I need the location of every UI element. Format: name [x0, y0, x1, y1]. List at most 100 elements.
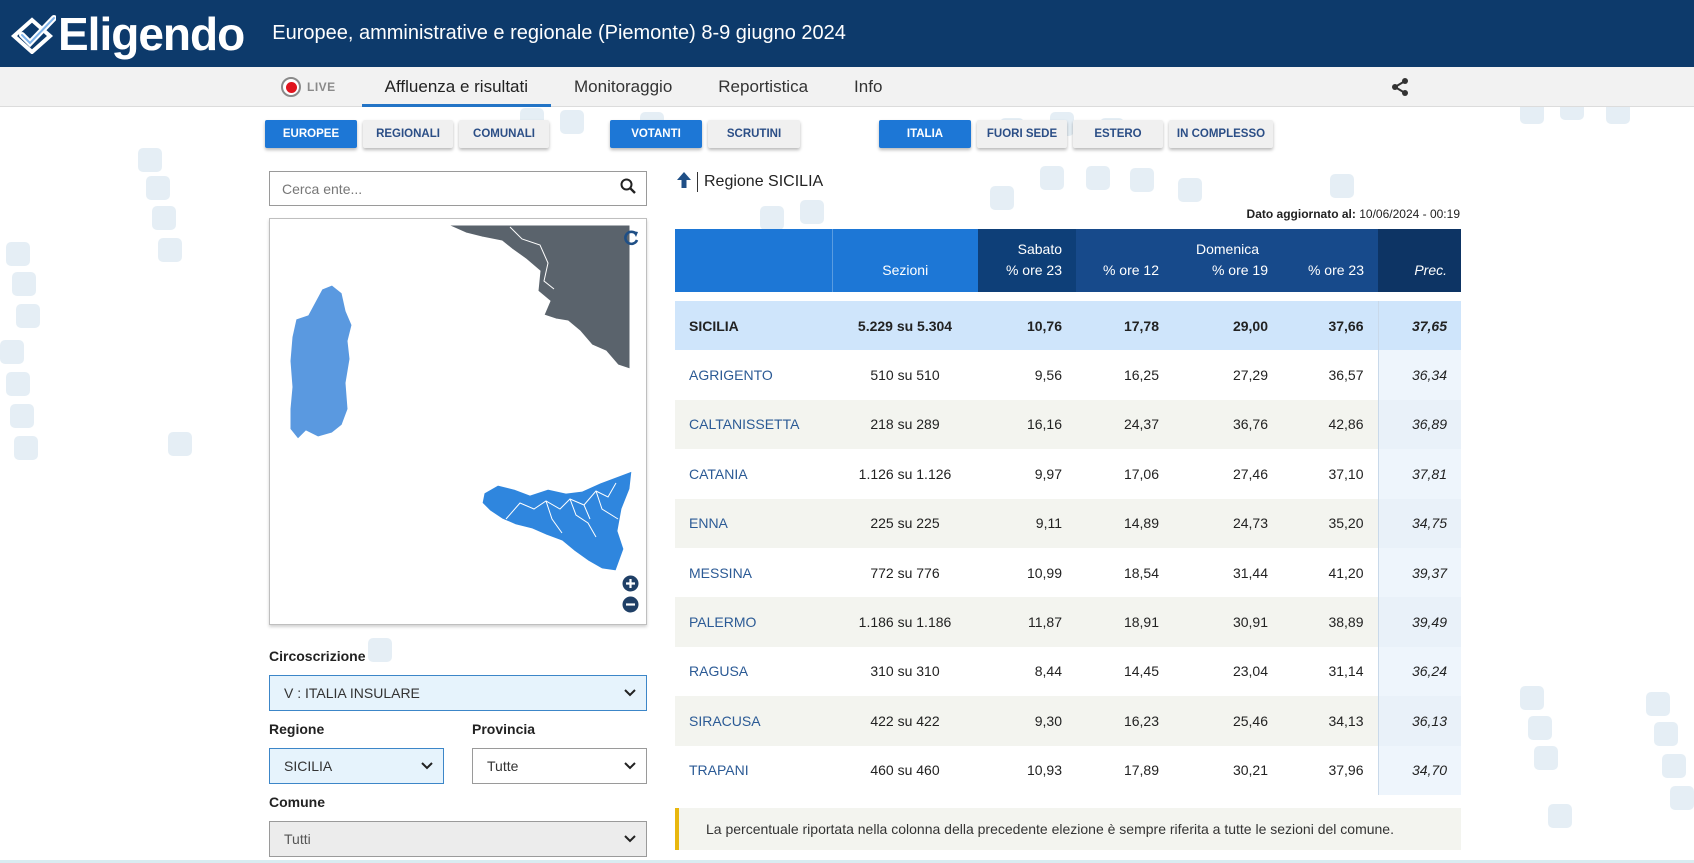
- btn-votanti[interactable]: VOTANTI: [610, 120, 702, 148]
- zoom-in-icon[interactable]: [622, 575, 639, 597]
- updated-value: 10/06/2024 - 00:19: [1359, 207, 1460, 221]
- btn-italia[interactable]: ITALIA: [879, 120, 971, 148]
- cell-ente[interactable]: PALERMO: [675, 597, 832, 647]
- cell-dom-ore19: 36,76: [1173, 399, 1282, 450]
- btn-regionali[interactable]: REGIONALI: [363, 120, 453, 148]
- table-row[interactable]: AGRIGENTO 510 su 510 9,56 16,25 27,29 36,57 36…: [675, 350, 1461, 400]
- cell-sabato-ore23: 10,93: [1026, 762, 1062, 779]
- cell-ente[interactable]: TRAPANI: [689, 762, 749, 779]
- header-sabato: Sabato: [1017, 241, 1062, 257]
- circoscrizione-select[interactable]: V : ITALIA INSULARE: [269, 675, 647, 711]
- cell-ente[interactable]: AGRIGENTO: [689, 367, 773, 384]
- table-row[interactable]: SIRACUSA 422 su 422 9,30 16,23 25,46 34,13 36,…: [675, 696, 1461, 746]
- btn-scrutini[interactable]: SCRUTINI: [708, 120, 800, 148]
- cell-prec: 39,49: [1377, 597, 1461, 647]
- search-input[interactable]: Cerca ente...: [269, 171, 647, 206]
- comune-select[interactable]: Tutti: [269, 821, 647, 857]
- header-ente: [675, 229, 832, 292]
- cell-ente[interactable]: CALTANISSETTA: [675, 399, 832, 450]
- arrow-up-icon[interactable]: [675, 171, 693, 194]
- chevron-down-icon: [624, 689, 636, 697]
- cell-sezioni: 772 su 776: [870, 564, 940, 581]
- scope-group: ITALIA FUORI SEDE ESTERO IN COMPLESSO: [879, 120, 1279, 148]
- cell-dom-ore12: 14,89: [1076, 498, 1173, 548]
- cell-ente[interactable]: MESSINA: [689, 564, 753, 581]
- cell-prec: 36,24: [1377, 646, 1461, 697]
- cell-prec: 37,65: [1377, 301, 1461, 351]
- btn-estero[interactable]: ESTERO: [1073, 120, 1163, 148]
- logo-text: Eligendo: [58, 7, 245, 60]
- btn-europee[interactable]: EUROPEE: [265, 120, 357, 148]
- cell-sabato-ore23: 10,99: [1026, 564, 1062, 581]
- header-domenica: Domenica: [1195, 241, 1260, 257]
- map-region-sicilia: [481, 470, 633, 572]
- table-row[interactable]: CALTANISSETTA 218 su 289 16,16 24,37 36,76 42…: [675, 399, 1461, 450]
- map-region-mainland: [447, 224, 631, 370]
- logo[interactable]: Eligendo: [10, 0, 245, 67]
- regione-select[interactable]: SICILIA: [269, 748, 444, 784]
- table-row[interactable]: TRAPANI 460 su 460 10,93 17,89 30,21 37,96 34,…: [675, 745, 1461, 795]
- cell-sezioni: 510 su 510: [870, 367, 940, 384]
- table-header-row: Sezioni Sabato % ore 23 % ore 12 Domenic…: [675, 229, 1461, 292]
- cell-ente[interactable]: ENNA: [675, 498, 832, 548]
- cell-sabato-ore23: 11,87: [978, 597, 1076, 647]
- data-type-group: VOTANTI SCRUTINI: [610, 120, 806, 148]
- cell-dom-ore12: 16,23: [1076, 696, 1173, 746]
- cell-sabato-ore23: 8,44: [1034, 663, 1062, 680]
- zoom-out-icon[interactable]: [622, 596, 639, 618]
- chevron-down-icon: [421, 762, 433, 770]
- header-dom-ore12[interactable]: % ore 12: [1076, 229, 1173, 292]
- cell-dom-ore19: 23,04: [1232, 663, 1268, 680]
- footnote: La percentuale riportata nella colonna d…: [675, 808, 1461, 850]
- cell-dom-ore23: 31,14: [1328, 663, 1364, 680]
- live-record-icon: [281, 77, 301, 97]
- header-sezioni[interactable]: Sezioni: [831, 229, 978, 292]
- header-prec[interactable]: Prec.: [1378, 229, 1461, 292]
- cell-sezioni: 1.126 su 1.126: [858, 465, 952, 482]
- cell-sezioni: 225 su 225: [832, 498, 978, 548]
- live-toggle[interactable]: LIVE: [281, 77, 336, 97]
- table-row-total[interactable]: SICILIA 5.229 su 5.304 10,76 17,78 29,00 37,6…: [675, 301, 1461, 351]
- header-dom-ore19[interactable]: Domenica % ore 19: [1173, 229, 1282, 292]
- cell-prec: 39,37: [1377, 547, 1461, 598]
- cell-dom-ore19: 30,21: [1232, 762, 1268, 779]
- table-row[interactable]: RAGUSA 310 su 310 8,44 14,45 23,04 31,14 36,24: [675, 646, 1461, 697]
- nav-info[interactable]: Info: [854, 77, 883, 96]
- header-sabato-ore23[interactable]: Sabato % ore 23: [978, 229, 1076, 292]
- cell-dom-ore12: 16,25: [1123, 367, 1159, 384]
- election-type-group: EUROPEE REGIONALI COMUNALI: [265, 120, 555, 148]
- cell-ente[interactable]: SIRACUSA: [675, 696, 832, 746]
- cell-sabato-ore23: 9,97: [1034, 465, 1062, 482]
- cell-ente[interactable]: RAGUSA: [689, 663, 749, 680]
- cell-dom-ore12: 17,89: [1123, 762, 1159, 779]
- cell-sabato-ore23: 16,16: [978, 399, 1076, 450]
- cell-dom-ore23: 34,13: [1282, 696, 1378, 746]
- cell-dom-ore12: 24,37: [1076, 399, 1173, 450]
- chevron-down-icon: [624, 762, 636, 770]
- map-region-sardegna: [289, 284, 353, 440]
- share-icon[interactable]: [1390, 77, 1410, 97]
- header-dom-ore23[interactable]: % ore 23: [1282, 229, 1378, 292]
- cell-dom-ore23: 42,86: [1282, 399, 1378, 450]
- cell-ente[interactable]: CATANIA: [689, 465, 748, 482]
- table-row[interactable]: MESSINA 772 su 776 10,99 18,54 31,44 41,20 39,…: [675, 547, 1461, 598]
- search-icon[interactable]: [620, 178, 636, 199]
- refresh-icon[interactable]: [622, 229, 640, 252]
- table-row[interactable]: PALERMO 1.186 su 1.186 11,87 18,91 30,91 38,8…: [675, 597, 1461, 647]
- cell-sezioni: 310 su 310: [870, 663, 940, 680]
- btn-fuori-sede[interactable]: FUORI SEDE: [977, 120, 1067, 148]
- nav-reportistica[interactable]: Reportistica: [718, 77, 809, 96]
- cell-prec: 36,89: [1377, 399, 1461, 450]
- cell-sezioni: 460 su 460: [870, 762, 940, 779]
- map-view[interactable]: [269, 218, 647, 625]
- btn-comunali[interactable]: COMUNALI: [459, 120, 549, 148]
- btn-in-complesso[interactable]: IN COMPLESSO: [1169, 120, 1273, 148]
- nav-monitoraggio[interactable]: Monitoraggio: [574, 77, 673, 96]
- election-title: Europee, amministrative e regionale (Pie…: [272, 22, 846, 44]
- table-row[interactable]: CATANIA 1.126 su 1.126 9,97 17,06 27,46 37,10…: [675, 449, 1461, 499]
- chevron-down-icon: [624, 835, 636, 843]
- provincia-select[interactable]: Tutte: [472, 748, 647, 784]
- nav-affluenza-risultati[interactable]: Affluenza e risultati: [361, 67, 551, 107]
- table-row[interactable]: ENNA 225 su 225 9,11 14,89 24,73 35,20 34,75: [675, 498, 1461, 548]
- cell-dom-ore12: 14,45: [1123, 663, 1159, 680]
